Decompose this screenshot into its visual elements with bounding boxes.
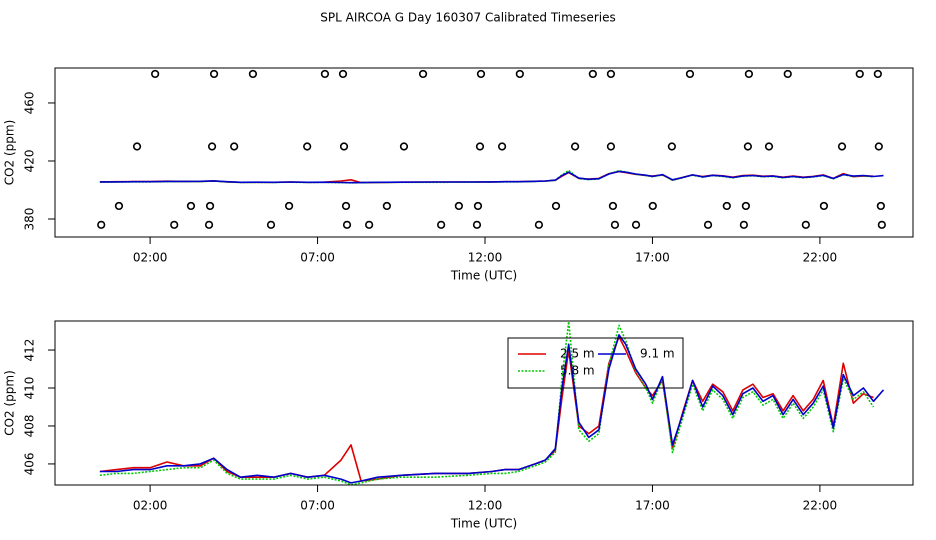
point — [418, 69, 428, 79]
x-tick-label: 02:00 — [133, 251, 168, 265]
legend-box — [507, 337, 684, 389]
y-axis-label: CO2 (ppm) — [3, 370, 17, 436]
x-tick-label: 17:00 — [635, 251, 670, 265]
y-axis-label: CO2 (ppm) — [3, 120, 17, 186]
point — [475, 142, 485, 151]
point — [472, 220, 482, 229]
point — [855, 69, 864, 79]
x-axis-label: Time (UTC) — [450, 269, 517, 283]
point — [365, 220, 374, 229]
panel: 380 420 460 02:00 07:00 12:00 17:00 22:00 Time (… — [3, 67, 914, 283]
point — [339, 142, 349, 151]
point — [382, 201, 391, 211]
x-tick-label: 22:00 — [803, 251, 838, 265]
panel: 406 408 410 412 02:00 07:00 12:00 17:00 22:00 Tim… — [3, 320, 914, 531]
point — [303, 142, 312, 151]
point — [151, 69, 160, 79]
y-tick-label: 410 — [23, 377, 37, 400]
point — [170, 220, 179, 229]
x-axis-label: Time (UTC) — [450, 517, 517, 531]
point — [473, 201, 483, 211]
point — [497, 142, 507, 151]
point — [338, 69, 348, 79]
point — [284, 201, 294, 211]
point — [437, 220, 446, 229]
point — [744, 69, 754, 79]
point — [873, 69, 882, 79]
point — [205, 201, 215, 211]
x-tick-label: 07:00 — [300, 251, 335, 265]
point — [320, 69, 330, 79]
point — [207, 142, 217, 151]
plot-area — [99, 321, 885, 485]
x-tick-label: 02:00 — [133, 499, 168, 513]
series-line — [99, 321, 875, 485]
y-tick-label: 460 — [23, 92, 37, 115]
point — [588, 69, 597, 79]
point — [608, 201, 618, 211]
point — [648, 201, 657, 211]
point — [454, 201, 463, 211]
point — [341, 201, 351, 211]
x-tick-label: 22:00 — [803, 499, 838, 513]
point — [743, 142, 752, 151]
point — [801, 220, 810, 229]
point — [230, 142, 239, 151]
point — [837, 142, 847, 151]
plot-area — [97, 69, 886, 229]
point — [534, 220, 544, 229]
point — [722, 201, 731, 211]
point — [783, 69, 792, 79]
point — [631, 220, 641, 229]
x-tick-label: 07:00 — [300, 499, 335, 513]
point — [819, 201, 829, 211]
legend-label: 2.5 m — [560, 347, 595, 361]
point — [132, 142, 142, 151]
plot-frame — [54, 320, 914, 486]
legend-label: 5.8 m — [560, 364, 595, 378]
point — [739, 220, 748, 229]
point — [399, 142, 409, 151]
point — [342, 220, 352, 229]
point — [610, 220, 620, 229]
point — [874, 142, 883, 151]
series-line — [99, 336, 874, 482]
y-tick-label: 406 — [23, 452, 37, 475]
plot-frame — [54, 67, 914, 238]
legend-label: 9.1 m — [640, 347, 675, 361]
page-title: SPL AIRCOA G Day 160307 Calibrated Times… — [320, 11, 615, 25]
series-line — [99, 334, 885, 484]
point — [606, 142, 616, 151]
y-tick-label: 412 — [23, 339, 37, 362]
point — [248, 69, 258, 79]
point — [685, 69, 695, 79]
point — [876, 201, 885, 211]
point — [606, 69, 616, 79]
point — [204, 220, 214, 229]
y-tick-label: 408 — [23, 415, 37, 438]
point — [97, 220, 106, 229]
point — [741, 201, 750, 211]
x-tick-label: 12:00 — [468, 251, 503, 265]
point — [266, 220, 276, 229]
point — [114, 201, 124, 211]
series-line — [99, 170, 884, 184]
point — [764, 142, 774, 151]
point — [570, 142, 580, 151]
point — [476, 69, 486, 79]
point — [703, 220, 713, 229]
point — [551, 201, 561, 211]
point — [186, 201, 196, 211]
x-tick-label: 12:00 — [468, 499, 503, 513]
point — [877, 220, 886, 229]
point — [667, 142, 676, 151]
y-tick-label: 380 — [23, 208, 37, 231]
y-tick-label: 420 — [23, 150, 37, 173]
point — [209, 69, 219, 79]
x-tick-label: 17:00 — [635, 499, 670, 513]
point — [515, 69, 524, 79]
